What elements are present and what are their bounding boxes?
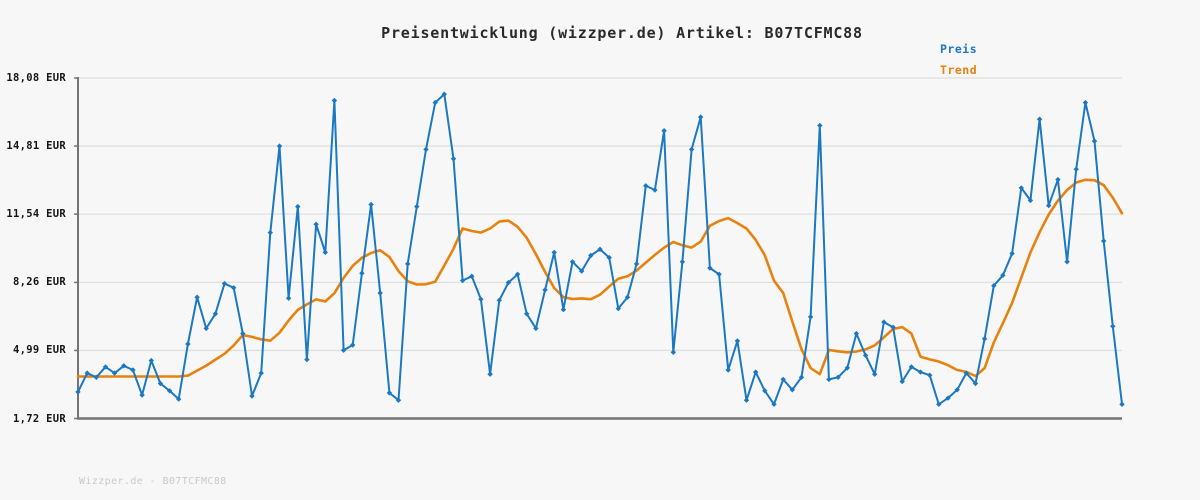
legend: Preis Trend bbox=[940, 39, 1060, 81]
y-axis-label: 14,81 EUR bbox=[6, 140, 66, 153]
chart-title: Preisentwicklung (wizzper.de) Artikel: B… bbox=[381, 24, 863, 42]
price-markers bbox=[75, 91, 1125, 407]
y-axis-label: 18,08 EUR bbox=[6, 72, 66, 84]
y-axis-label: 8,26 EUR bbox=[13, 276, 66, 289]
legend-label-trend: Trend bbox=[940, 63, 978, 77]
legend-label-preis: Preis bbox=[940, 42, 978, 56]
y-axis-label: 11,54 EUR bbox=[6, 208, 66, 221]
trend-line bbox=[76, 178, 1124, 378]
y-axis-label: 4,99 EUR bbox=[13, 344, 66, 357]
watermark-text: Wizzper.de - B07TCFMC88 bbox=[79, 476, 227, 487]
y-axis-label: 1,72 EUR bbox=[13, 412, 66, 425]
